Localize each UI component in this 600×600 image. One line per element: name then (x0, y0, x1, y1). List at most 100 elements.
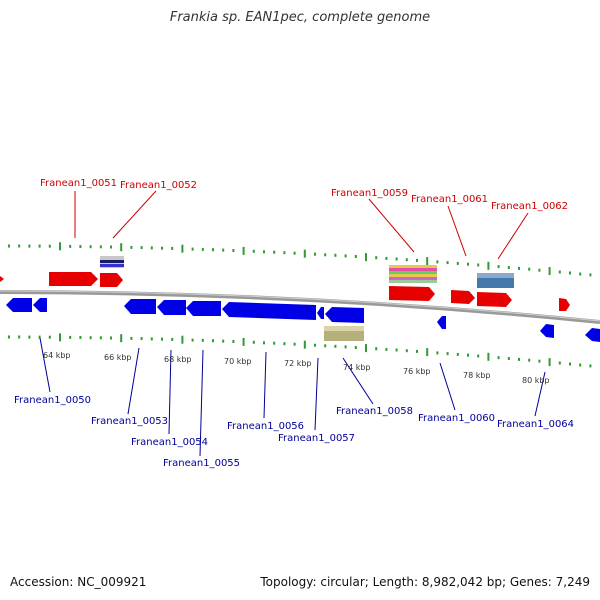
lower-ruler-tick (161, 337, 163, 341)
gene-franean1-0058[interactable] (325, 307, 364, 323)
lower-ruler-tick (59, 333, 61, 342)
upper-ruler-tick (477, 263, 480, 267)
topology-text: Topology: circular; Length: 8,982,042 bp… (260, 575, 590, 589)
scale-label: 70 kbp (224, 357, 252, 366)
upper-ruler-tick (314, 252, 316, 256)
lower-ruler-tick (263, 341, 265, 345)
scale-label: 68 kbp (164, 355, 192, 364)
gene-franean1-0054[interactable] (157, 300, 186, 315)
lower-ruler-tick (446, 352, 449, 356)
gene-label-franean1-0057[interactable]: Franean1_0057 (278, 433, 355, 444)
upper-ruler-tick (130, 245, 133, 249)
gene-label-franean1-0058[interactable]: Franean1_0058 (336, 406, 413, 417)
accession-text: Accession: NC_009921 (10, 575, 147, 589)
lower-ruler-tick (222, 339, 225, 343)
upper-ruler-tick (456, 261, 459, 265)
gene-franean1-0051[interactable] (49, 272, 98, 286)
upper-ruler-tick (232, 249, 235, 252)
gene-label-franean1-0064[interactable]: Franean1_0064 (497, 419, 574, 430)
gene-label-franean1-0052[interactable]: Franean1_0052 (120, 180, 197, 191)
upper-ruler-tick (569, 271, 571, 275)
gene-franean1-0055[interactable] (186, 301, 221, 316)
gene-franean1-0062[interactable] (477, 292, 512, 307)
lower-ruler-tick (507, 357, 510, 360)
gene-label-franean1-0059[interactable]: Franean1_0059 (331, 188, 408, 199)
gene-label-franean1-0051[interactable]: Franean1_0051 (40, 178, 117, 189)
reverse-genes (6, 298, 600, 342)
gene-label-franean1-0055[interactable]: Franean1_0055 (163, 458, 240, 469)
upper-ruler-tick (18, 244, 21, 248)
lower-ruler-tick (436, 351, 439, 355)
lower-ruler-tick (497, 356, 500, 360)
lower-ruler-tick (150, 337, 153, 341)
upper-ruler-tick (416, 258, 418, 262)
lower-ruler-tick (293, 342, 296, 346)
scale-label: 64 kbp (43, 351, 71, 360)
forward-gene-labels: Franean1_0051 Franean1_0052 Franean1_005… (40, 178, 568, 212)
lower-ruler-tick (28, 335, 31, 339)
lower-ruler-tick (303, 340, 306, 349)
gene-label-franean1-0050[interactable]: Franean1_0050 (14, 395, 91, 406)
upper-ruler-tick (497, 265, 500, 269)
gene-franean1-0050a[interactable] (6, 298, 32, 312)
lower-ruler-tick (477, 354, 480, 358)
gene-franean1-0064-forward[interactable] (559, 298, 570, 311)
gene-franean1-0053[interactable] (124, 299, 156, 314)
gene-label-franean1-0061[interactable]: Franean1_0061 (411, 194, 488, 205)
lower-ruler-tick (140, 337, 143, 341)
lower-ruler-tick (201, 338, 204, 342)
upper-ruler-tick (589, 273, 592, 277)
upper-ruler-tick (150, 246, 153, 250)
gene-label-franean1-0054[interactable]: Franean1_0054 (131, 437, 208, 448)
upper-ruler-tick (528, 267, 531, 271)
upper-ruler-tick (212, 248, 214, 252)
gene-franean1-0061[interactable] (451, 290, 475, 304)
lower-ruler-tick (589, 364, 592, 368)
upper-ruler-tick (344, 254, 347, 258)
upper-ruler-tick (89, 245, 92, 249)
feature-box-0059[interactable] (389, 265, 437, 283)
gene-label-franean1-0056[interactable]: Franean1_0056 (227, 421, 304, 432)
lower-ruler-tick (232, 340, 235, 343)
lower-ruler-tick (99, 336, 102, 340)
gene-label-franean1-0053[interactable]: Franean1_0053 (91, 416, 168, 427)
gene-label-franean1-0060[interactable]: Franean1_0060 (418, 413, 495, 424)
lower-ruler-tick (518, 357, 520, 361)
gene-franean1-0056[interactable] (222, 302, 316, 320)
upper-ruler-tick (324, 253, 327, 257)
forward-genes (0, 272, 570, 311)
upper-ruler-tick (293, 251, 296, 255)
gene-franean1-0050b[interactable] (33, 298, 47, 312)
upper-ruler-tick (201, 247, 204, 251)
feature-boxes (100, 256, 514, 341)
upper-ruler-tick (120, 243, 123, 252)
lower-ruler-tick (18, 335, 21, 339)
lower-ruler-tick (344, 345, 347, 349)
gene-label-franean1-0062[interactable]: Franean1_0062 (491, 201, 568, 212)
upper-ruler-tick (385, 256, 388, 260)
upper-ruler-tick (558, 270, 561, 274)
lower-ruler-tick (365, 344, 367, 353)
gene-franean1-0052[interactable] (100, 273, 123, 287)
lower-ruler-tick (212, 339, 214, 343)
lower-ruler-tick (416, 349, 418, 353)
lower-ruler-tick (375, 347, 378, 351)
lower-ruler-tick (558, 361, 561, 365)
lower-ruler-tick (120, 334, 123, 343)
lower-ruler-tick (538, 359, 541, 363)
lower-ruler-tick (467, 353, 469, 357)
upper-ruler-tick (222, 248, 225, 252)
gene-forward-left-edge[interactable] (0, 276, 4, 282)
upper-ruler-tick (395, 257, 398, 261)
upper-ruler-tick (69, 244, 72, 248)
upper-ruler-tick (467, 262, 469, 266)
gene-franean1-0060[interactable] (437, 316, 446, 329)
upper-ruler-tick (487, 261, 490, 270)
gene-franean1-0057[interactable] (317, 307, 324, 319)
gene-franean1-0059[interactable] (389, 286, 435, 301)
gene-franean1-0064[interactable] (540, 324, 554, 338)
lower-ruler-tick (252, 340, 255, 344)
lower-ruler-tick (110, 336, 112, 340)
gene-reverse-right-edge[interactable] (585, 328, 600, 342)
